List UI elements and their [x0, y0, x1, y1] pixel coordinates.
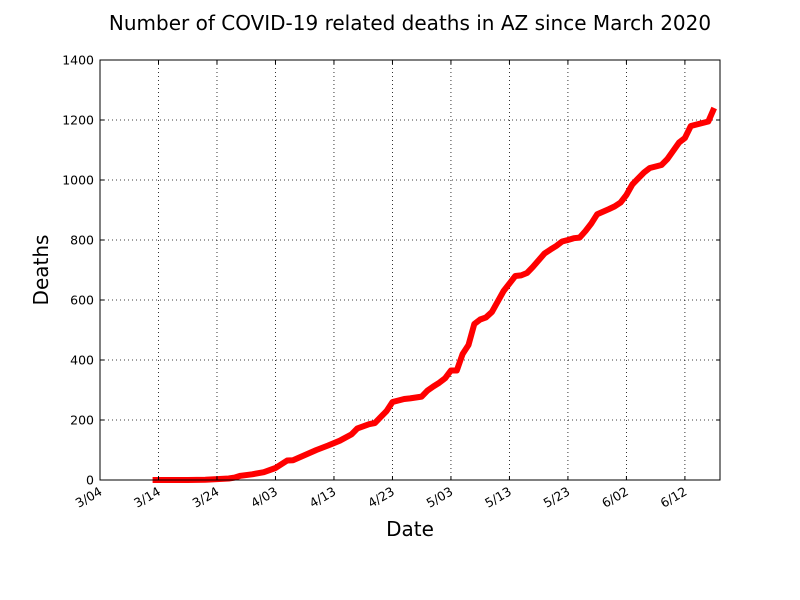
x-axis-label: Date: [386, 517, 434, 541]
plot-frame: [99, 59, 721, 481]
y-tick-label: 600: [70, 293, 94, 308]
x-tick-label: 4/03: [248, 484, 280, 511]
y-tick-label: 1200: [62, 113, 94, 128]
x-tick-label: 3/04: [73, 484, 105, 511]
y-tick-label: 400: [70, 353, 94, 368]
y-tick-label: 0: [86, 473, 94, 488]
y-tick-label: 200: [70, 413, 94, 428]
x-tick-label: 3/14: [131, 484, 163, 511]
x-axis: 3/04 3/14 3/24 4/03 4/13 4/23 5/03 5/13 5/23 6/02…: [73, 60, 690, 511]
y-axis: 0 200 400 600 800 1000 1200 1400: [62, 53, 720, 488]
x-tick-label: 6/12: [658, 484, 690, 511]
x-tick-label: 6/02: [599, 484, 631, 511]
x-tick-label: 5/13: [482, 484, 514, 511]
y-tick-label: 1400: [62, 53, 94, 68]
y-tick-label: 1000: [62, 173, 94, 188]
grid: [100, 60, 720, 480]
chart-title: Number of COVID-19 related deaths in AZ …: [109, 11, 711, 35]
y-tick-label: 800: [70, 233, 94, 248]
y-axis-label: Deaths: [29, 235, 53, 306]
x-tick-label: 4/13: [307, 484, 339, 511]
x-tick-label: 4/23: [365, 484, 397, 511]
series-line-deaths: [152, 106, 717, 483]
x-tick-label: 5/03: [424, 484, 456, 511]
x-tick-label: 3/24: [190, 484, 222, 511]
x-tick-label: 5/23: [541, 484, 573, 511]
